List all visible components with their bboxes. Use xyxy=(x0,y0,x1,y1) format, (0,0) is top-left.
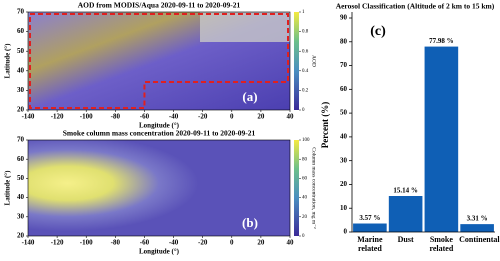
panel-label: (a) xyxy=(242,89,257,104)
value-label: 15.14 % xyxy=(393,187,418,195)
x-tick-label: -120 xyxy=(51,239,64,247)
y-axis-label: Latitude (°) xyxy=(4,170,12,206)
x-tick-label: -100 xyxy=(80,239,93,247)
x-tick-label: 20 xyxy=(257,113,265,121)
x-tick-label: Smoke related xyxy=(429,235,454,253)
y-tick-label: 20 xyxy=(17,106,25,114)
y-tick-label: 60 xyxy=(17,27,25,35)
panel-label: (b) xyxy=(242,215,258,230)
x-tick-label: 20 xyxy=(257,239,265,247)
bar xyxy=(388,196,423,232)
colorbar-tick-label: 60 xyxy=(302,177,308,182)
colorbar-tick-label: 0 xyxy=(302,108,305,113)
map-title: AOD from MODIS/Aqua 2020-09-11 to 2020-0… xyxy=(78,1,241,10)
colorbar-tick-label: 100 xyxy=(302,138,310,143)
x-tick-label: -60 xyxy=(140,239,150,247)
x-tick-label: 0 xyxy=(230,113,234,121)
y-tick-label: 70 xyxy=(17,136,25,144)
bar xyxy=(353,223,387,232)
x-tick-label: -100 xyxy=(80,113,93,121)
y-tick-label: 50 xyxy=(17,47,25,55)
highlight-box xyxy=(29,13,289,109)
x-tick-label: Continental xyxy=(459,235,500,244)
missing-data xyxy=(200,12,290,42)
colorbar xyxy=(294,12,299,110)
y-tick-label: 10 xyxy=(340,204,348,212)
y-tick-label: 80 xyxy=(340,37,348,45)
colorbar-tick-label: 80 xyxy=(302,157,308,162)
map-frame xyxy=(27,139,291,237)
value-label: 3.57 % xyxy=(359,214,380,222)
x-tick-label: -40 xyxy=(169,239,179,247)
x-tick-label: -80 xyxy=(111,239,121,247)
y-tick-label: 0 xyxy=(344,228,348,236)
x-tick-label: -140 xyxy=(22,113,35,121)
colorbar-tick-label: 40 xyxy=(302,196,308,201)
axes xyxy=(351,12,495,233)
y-tick-label: 40 xyxy=(340,132,348,140)
x-tick-label: 0 xyxy=(230,239,234,247)
panel-label: (c) xyxy=(370,24,386,39)
x-tick-label: -40 xyxy=(169,113,179,121)
x-tick-label: -120 xyxy=(51,113,64,121)
colorbar-tick-label: 0.4 xyxy=(302,69,309,74)
colorbar-tick-label: 1 xyxy=(302,10,305,15)
y-tick-label: 60 xyxy=(17,155,25,163)
map-title: Smoke column mass concentration 2020-09-… xyxy=(63,129,256,138)
y-tick-label: 20 xyxy=(17,232,25,240)
value-label: 77.98 % xyxy=(429,37,454,45)
x-tick-label: 40 xyxy=(287,239,295,247)
colorbar-tick-label: 0.2 xyxy=(302,89,309,94)
colorbar-tick-label: 20 xyxy=(302,215,308,220)
y-tick-label: 40 xyxy=(17,193,25,201)
x-tick-label: Marine related xyxy=(357,235,383,253)
map-field xyxy=(28,140,290,236)
bar xyxy=(460,224,494,232)
colorbar-tick-label: 0.8 xyxy=(302,30,309,35)
colorbar-label: AOD xyxy=(311,55,317,67)
y-tick-label: 50 xyxy=(17,174,25,182)
map-frame xyxy=(27,11,291,111)
bar xyxy=(424,46,459,233)
x-tick-label: -80 xyxy=(111,113,121,121)
colorbar-tick-label: 0 xyxy=(302,234,305,239)
colorbar-label: Column mass concentration, mg m⁻² xyxy=(311,147,317,229)
y-tick-label: 40 xyxy=(17,66,25,74)
y-axis-label: Percent (%) xyxy=(320,102,330,149)
y-tick-label: 30 xyxy=(340,156,348,164)
y-axis-label: Latitude (°) xyxy=(4,43,12,79)
y-tick-label: 70 xyxy=(340,61,348,69)
y-tick-label: 30 xyxy=(17,212,25,220)
x-tick-label: -20 xyxy=(198,239,208,247)
y-tick-label: 90 xyxy=(340,14,348,22)
colorbar xyxy=(294,140,299,236)
x-tick-label: -140 xyxy=(22,239,35,247)
x-tick-label: 40 xyxy=(287,113,295,121)
colorbar-tick-label: 0.6 xyxy=(302,49,309,54)
x-axis-label: Longitude (°) xyxy=(139,248,180,256)
y-tick-label: 70 xyxy=(17,8,25,16)
x-tick-label: -60 xyxy=(140,113,150,121)
chart-title: Aerosol Classification (Altitude of 2 km… xyxy=(336,2,495,11)
y-tick-label: 30 xyxy=(17,86,25,94)
x-tick-label: -20 xyxy=(198,113,208,121)
y-tick-label: 50 xyxy=(340,109,348,117)
x-tick-label: Dust xyxy=(397,235,414,244)
y-tick-label: 20 xyxy=(340,180,348,188)
y-tick-label: 60 xyxy=(340,85,348,93)
x-axis-label: Longitude (°) xyxy=(139,122,180,130)
value-label: 3.31 % xyxy=(467,215,488,223)
